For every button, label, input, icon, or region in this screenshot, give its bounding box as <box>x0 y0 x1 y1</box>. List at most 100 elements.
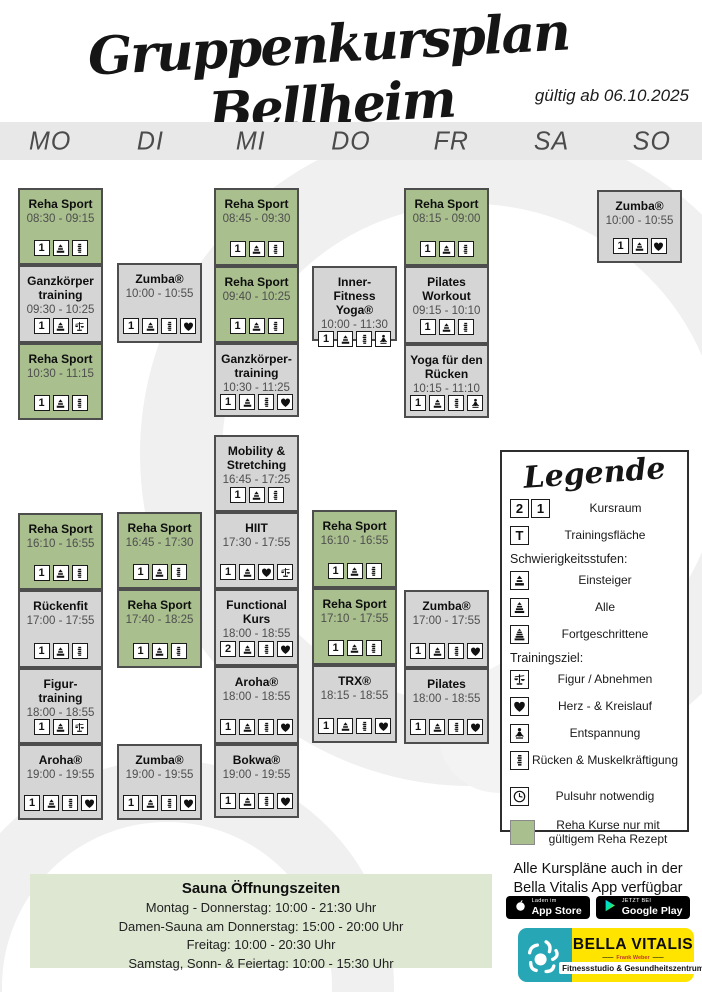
level-icon <box>43 795 59 811</box>
course-time: 17:40 - 18:25 <box>125 614 194 626</box>
back-icon <box>356 331 372 347</box>
course-card: Aroha® 19:00 - 19:55 1 <box>18 744 103 820</box>
course-card: Reha Sport 16:10 - 16:55 1 <box>18 513 103 590</box>
legend-heading: Schwierigkeitsstufen: <box>510 552 628 566</box>
course-time: 18:00 - 18:55 <box>412 693 481 705</box>
legend-row: Rücken & Muskelkräftigung <box>510 747 679 774</box>
course-card: Aroha® 18:00 - 18:55 1 <box>214 666 299 744</box>
back-icon <box>258 394 274 410</box>
brand-name: BELLA VITALIS <box>572 936 694 953</box>
back-icon <box>267 487 284 503</box>
course-time: 16:45 - 17:30 <box>125 537 194 549</box>
heart-icon <box>467 719 483 735</box>
room-1-icon: 1 <box>327 563 344 579</box>
heart-icon <box>81 795 97 811</box>
back-icon <box>457 319 474 335</box>
scale-icon <box>71 318 88 334</box>
level-icon <box>248 318 265 334</box>
day-label-do: DO <box>331 125 371 156</box>
course-title: Zumba® <box>422 599 471 613</box>
course-time: 17:00 - 17:55 <box>412 615 481 627</box>
course-card: TRX® 18:15 - 18:55 1 <box>312 665 397 743</box>
course-card: Reha Sport 17:10 - 17:55 1 <box>312 588 397 665</box>
course-time: 10:15 - 11:10 <box>413 383 480 395</box>
course-card: Ganzkörper- training 10:30 - 11:25 1 <box>214 343 299 417</box>
day-label-sa: SA <box>533 125 570 156</box>
back-icon <box>71 395 88 411</box>
course-icons: 1 <box>327 563 382 579</box>
meditation-icon <box>375 331 391 347</box>
day-label-fr: FR <box>433 125 469 156</box>
course-icons: 1 <box>132 564 187 580</box>
room-1-icon: 1 <box>410 719 426 735</box>
legend-label: Rücken & Muskelkräftigung <box>531 752 679 767</box>
back-icon <box>365 563 382 579</box>
course-title: HIIT <box>245 521 268 535</box>
room-T-icon: T <box>510 526 529 545</box>
course-title: Reha Sport <box>414 197 479 211</box>
back-icon <box>170 643 187 659</box>
course-time: 10:30 - 11:15 <box>27 368 94 380</box>
scale-icon <box>510 670 529 689</box>
googleplay-badge[interactable]: JETZT BEI Google Play <box>595 896 691 919</box>
course-icons: 1 <box>220 394 293 410</box>
course-title: Reha Sport <box>28 197 93 211</box>
course-card: Inner-Fitness Yoga® 10:00 - 11:30 1 <box>312 266 397 347</box>
course-card: Pilates 18:00 - 18:55 1 <box>404 668 489 744</box>
room-1-icon: 1 <box>33 318 50 334</box>
legend-label: Pulsuhr notwendig <box>555 788 655 803</box>
legend-row: Herz - & Kreislauf <box>510 693 679 720</box>
course-icons: 1 <box>229 318 284 334</box>
googleplay-badge-big-text: Google Play <box>621 904 683 917</box>
course-card: Zumba® 19:00 - 19:55 1 <box>117 744 202 820</box>
course-title: TRX® <box>338 674 371 688</box>
back-icon <box>510 751 529 770</box>
course-icons: 2 <box>220 641 293 657</box>
level-icon <box>52 240 69 256</box>
course-title: Reha Sport <box>322 597 387 611</box>
level-icon <box>52 719 69 735</box>
legend-row: 2 1 Kursraum <box>510 495 679 522</box>
heart-icon <box>467 643 483 659</box>
course-icons: 1 <box>33 643 88 659</box>
room-1-icon: 1 <box>220 564 236 580</box>
room-1-icon: 1 <box>229 318 246 334</box>
level-icon <box>346 640 363 656</box>
sauna-line: Freitag: 10:00 - 20:30 Uhr <box>186 937 336 952</box>
heart-icon <box>180 318 196 334</box>
appstore-badge[interactable]: Laden im App Store <box>505 896 590 919</box>
back-icon <box>365 640 382 656</box>
sauna-title: Sauna Öffnungszeiten <box>181 880 341 897</box>
room-1-icon: 1 <box>220 394 236 410</box>
course-card: Pilates Workout 09:15 - 10:10 1 <box>404 266 489 344</box>
back-icon <box>267 241 284 257</box>
level-beginner-icon <box>510 571 529 590</box>
room-1-icon: 1 <box>410 395 426 411</box>
googleplay-badge-small-text: JETZT BEI <box>621 898 652 904</box>
course-title: Yoga für den Rücken <box>410 353 483 381</box>
legend-row: Fortgeschrittene <box>510 621 679 648</box>
back-icon <box>258 719 274 735</box>
clock-icon <box>510 787 529 806</box>
course-title: Pilates Workout <box>422 275 471 303</box>
course-icons: 1 <box>123 795 196 811</box>
course-title: Pilates <box>427 677 466 691</box>
course-title: Bokwa® <box>232 753 281 767</box>
room-1-icon: 1 <box>33 240 50 256</box>
level-all-icon <box>510 598 529 617</box>
legend-box: Legende 2 1 Kursraum T Trainingsfläche Schwie… <box>500 450 689 845</box>
heart-icon <box>277 793 293 809</box>
course-icons: 1 <box>24 795 97 811</box>
app-availability-note: Alle Kurspläne auch in der Bella Vitalis… <box>500 860 696 898</box>
room-1-icon: 1 <box>410 643 426 659</box>
back-icon <box>356 718 372 734</box>
sauna-line: Montag - Donnerstag: 10:00 - 21:30 Uhr <box>145 900 377 915</box>
course-title: Reha Sport <box>127 521 192 535</box>
level-icon <box>52 565 69 581</box>
day-label-so: SO <box>632 125 671 156</box>
course-time: 08:30 - 09:15 <box>26 213 95 225</box>
level-icon <box>631 238 648 254</box>
apple-icon <box>514 899 527 917</box>
level-icon <box>337 718 353 734</box>
course-title: Zumba® <box>135 753 184 767</box>
